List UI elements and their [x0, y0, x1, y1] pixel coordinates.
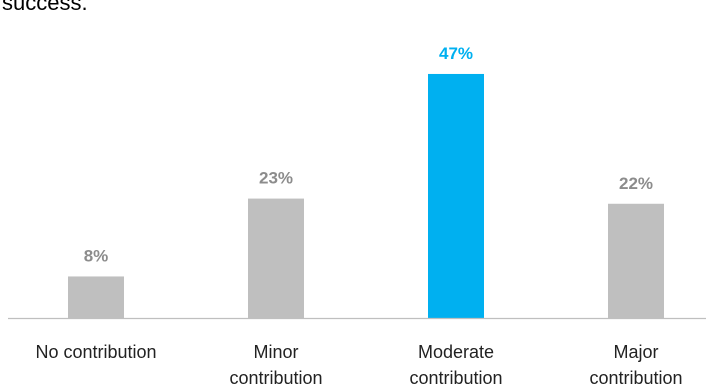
- bar-3: [608, 203, 664, 318]
- category-label-2-line-1: contribution: [409, 368, 502, 386]
- bar-2: [428, 73, 484, 318]
- category-label-1-line-0: Minor: [253, 342, 298, 362]
- category-label-3-line-0: Major: [613, 342, 658, 362]
- category-label-3-line-1: contribution: [589, 368, 682, 386]
- bar-0: [68, 276, 124, 318]
- category-label-2-line-0: Moderate: [418, 342, 494, 362]
- data-label-0: 8%: [84, 246, 109, 265]
- chart-title-fragment: success.: [2, 0, 88, 15]
- category-label-1-line-1: contribution: [229, 368, 322, 386]
- data-label-1: 23%: [259, 169, 293, 188]
- data-labels-layer: 8% 23% 47% 22%: [84, 44, 653, 266]
- bar-1: [248, 198, 304, 318]
- category-label-0-line-0: No contribution: [35, 342, 156, 362]
- data-label-3: 22%: [619, 174, 653, 193]
- category-labels-layer: No contribution Minor contribution Moderate…: [35, 342, 682, 386]
- data-label-2: 47%: [439, 44, 473, 63]
- bars-layer: [68, 73, 664, 318]
